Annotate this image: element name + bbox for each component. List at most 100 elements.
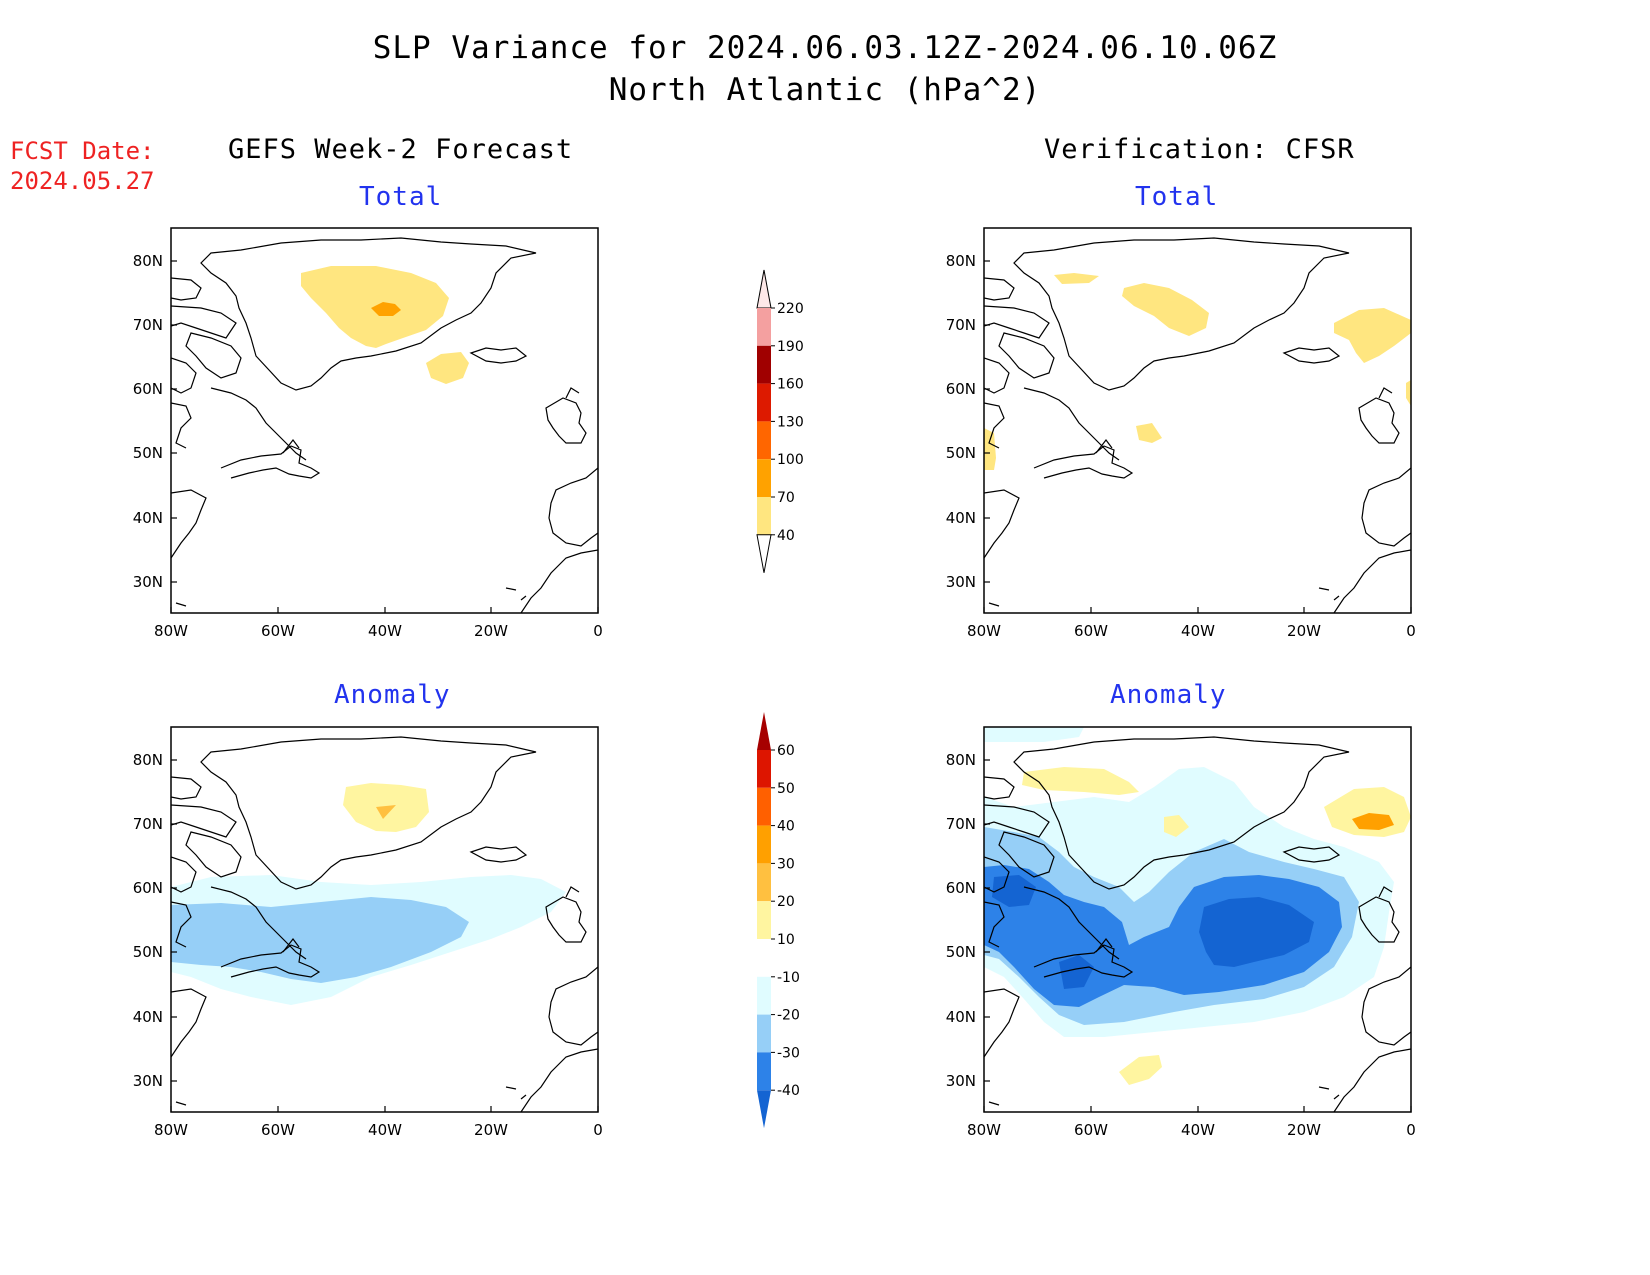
colorbar-label: -40 [777,1083,800,1099]
contour-40-70 [426,352,469,384]
chart-title: SLP Variance for 2024.06.03.12Z-2024.06.… [372,30,1278,66]
forecast-total-map [170,227,599,614]
lat-tick-label: 60N [133,380,163,398]
colorbar-label: -30 [777,1045,800,1061]
colorbar-label: -10 [777,970,800,986]
colorbar-label: 50 [777,781,795,797]
verification-anomaly-map [983,726,1412,1113]
colorbar-label: 70 [777,490,795,506]
colorbar-label: 220 [777,301,804,317]
colorbar-label: 60 [777,743,795,759]
colorbar-swatch [757,825,771,864]
colorbar-end-triangle [756,534,772,573]
colorbar-swatch [757,497,771,535]
lon-tick-label: 0 [593,1121,603,1139]
colorbar-swatch [757,1014,771,1053]
lon-tick-label: 20W [474,622,508,640]
lat-tick-label: 80N [946,252,976,270]
verification-anomaly-title: Anomaly [1110,680,1227,710]
lon-tick-label: 40W [368,1121,402,1139]
colorbar-swatch [757,421,771,460]
lat-tick-label: 40N [133,1008,163,1026]
colorbar-swatch [757,345,771,384]
colorbar-label: -20 [777,1008,800,1024]
left-column-title: GEFS Week-2 Forecast [228,134,574,165]
lat-tick-label: 30N [946,573,976,591]
colorbar-label: 100 [777,452,804,468]
lat-tick-label: 70N [946,815,976,833]
total-colorbar: 220 190 160 130 100 70 40 [756,269,804,573]
lon-tick-label: 80W [967,1121,1001,1139]
colorbar-label: 160 [777,377,804,393]
colorbar-label: 190 [777,339,804,355]
colorbar-swatch [757,901,771,939]
lat-tick-label: 50N [946,943,976,961]
lat-tick-label: 80N [133,252,163,270]
colorbar-label: 40 [777,819,795,835]
colorbar-end-triangle [756,269,772,309]
lat-tick-label: 40N [946,509,976,527]
lon-tick-label: 60W [1074,622,1108,640]
lon-tick-label: 0 [1406,1121,1416,1139]
colorbar-swatch [757,976,771,1015]
colorbar-swatch [757,787,771,826]
lat-tick-label: 40N [946,1008,976,1026]
colorbar-swatch [757,1052,771,1091]
colorbar-label: 30 [777,856,795,872]
lon-tick-label: 80W [154,1121,188,1139]
lon-tick-label: 60W [261,1121,295,1139]
lat-tick-label: 80N [133,751,163,769]
lat-tick-label: 70N [133,316,163,334]
colorbar-swatch [757,308,771,346]
anomaly-colorbar: 60 50 40 30 20 10 -10 -20 -30 -40 [757,712,800,1129]
colorbar-label: 20 [777,894,795,910]
forecast-total-title: Total [359,182,443,212]
lat-tick-label: 70N [133,815,163,833]
lon-tick-label: 60W [261,622,295,640]
lat-tick-label: 60N [133,879,163,897]
lon-tick-label: 40W [368,622,402,640]
lat-tick-label: 60N [946,879,976,897]
lat-tick-label: 30N [133,1072,163,1090]
forecast-date-block: FCST Date: 2024.05.27 [10,136,155,196]
colorbar-end-triangle [757,1090,771,1129]
lon-tick-label: 0 [593,622,603,640]
colorbar-swatch [757,939,771,977]
lon-tick-label: 0 [1406,622,1416,640]
lat-tick-label: 50N [946,444,976,462]
lon-tick-label: 20W [1287,622,1321,640]
verification-total-title: Total [1135,182,1219,212]
axis-labels: 80N 70N 60N 50N 40N 30N 80W 60W 40W 20W 0 80N 70N 60N… [133,252,1416,1139]
lat-tick-label: 40N [133,509,163,527]
forecast-date-value: 2024.05.27 [10,167,155,195]
colorbar-swatch [757,750,771,788]
colorbar-swatch [757,459,771,497]
lon-tick-label: 80W [154,622,188,640]
colorbars: 220 190 160 130 100 70 40 60 50 40 30 20 10 -10 -20 -30… [756,269,804,1129]
forecast-date-label: FCST Date: [10,137,155,165]
lon-tick-label: 40W [1181,622,1215,640]
panel-frame [983,227,1412,614]
lat-tick-label: 50N [133,943,163,961]
colorbar-label: 10 [777,932,795,948]
forecast-anomaly-map [170,726,599,1113]
colorbar-end-triangle [757,712,771,750]
colorbar-swatch [757,383,771,422]
lat-tick-label: 30N [133,573,163,591]
lat-tick-label: 60N [946,380,976,398]
lon-tick-label: 60W [1074,1121,1108,1139]
verification-total-map [983,227,1412,614]
lon-tick-label: 80W [967,622,1001,640]
lat-tick-label: 80N [946,751,976,769]
colorbar-swatch [757,863,771,902]
lat-tick-label: 50N [133,444,163,462]
contour-70-100 [371,302,401,316]
chart-subtitle: North Atlantic (hPa^2) [608,72,1042,108]
forecast-anomaly-title: Anomaly [334,680,451,710]
lat-tick-label: 30N [946,1072,976,1090]
right-column-title: Verification: CFSR [1044,134,1355,165]
lon-tick-label: 40W [1181,1121,1215,1139]
colorbar-label: 130 [777,414,804,430]
colorbar-label: 40 [777,528,795,544]
